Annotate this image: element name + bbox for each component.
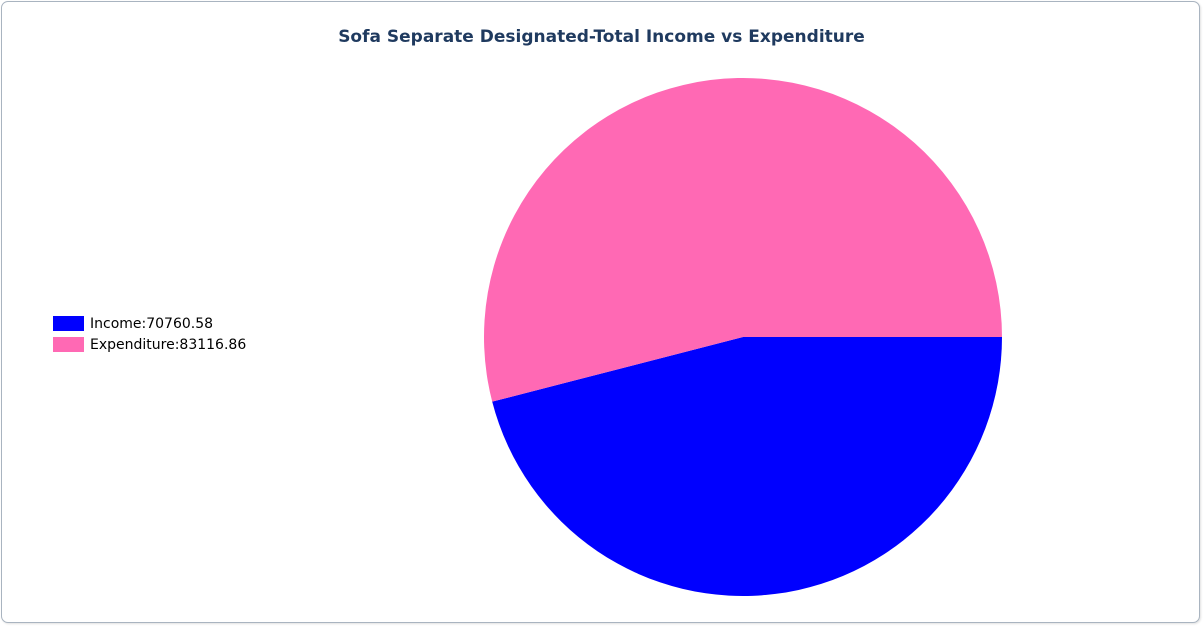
- legend-label-expenditure: Expenditure:83116.86: [90, 336, 247, 353]
- chart-title: Sofa Separate Designated-Total Income vs…: [338, 27, 865, 47]
- pie-slice-expenditure[interactable]: [484, 77, 1002, 402]
- legend-label-income: Income:70760.58: [90, 315, 214, 332]
- legend-swatch-expenditure: [53, 337, 84, 352]
- legend-item-income[interactable]: Income:70760.58: [53, 313, 246, 334]
- legend-swatch-income: [53, 316, 84, 331]
- pie-slice-income[interactable]: [492, 337, 1002, 596]
- chart-legend: Income:70760.58 Expenditure:83116.86: [53, 313, 246, 355]
- legend-item-expenditure[interactable]: Expenditure:83116.86: [53, 334, 246, 355]
